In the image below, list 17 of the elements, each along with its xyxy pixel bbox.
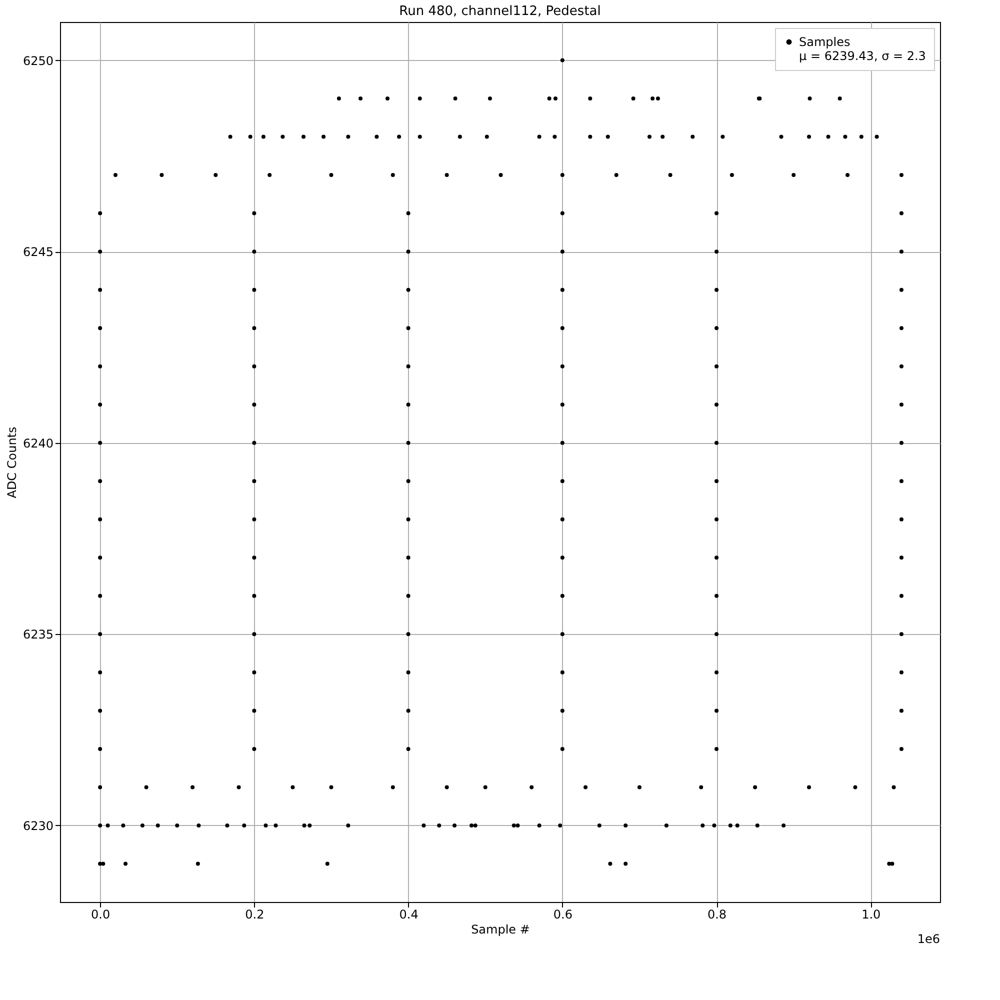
y-axis-title: ADC Counts bbox=[4, 426, 19, 498]
x-tick-label: 0.4 bbox=[399, 908, 418, 922]
x-tick-label: 1.0 bbox=[862, 908, 881, 922]
x-tick-label: 0.0 bbox=[91, 908, 110, 922]
x-tick-label: 0.8 bbox=[707, 908, 727, 922]
y-tick-label: 6240 bbox=[22, 436, 54, 450]
annotation: μ = 6239.43, σ = 2.3 bbox=[799, 49, 926, 63]
y-tick-label: 6235 bbox=[22, 628, 54, 642]
legend-label: Samples bbox=[799, 35, 850, 49]
x-axis-title: Sample # bbox=[471, 922, 530, 936]
x-tick-label: 0.6 bbox=[553, 908, 572, 922]
y-tick-label: 6250 bbox=[22, 54, 54, 68]
x-tick-label: 0.2 bbox=[245, 908, 264, 922]
chart-title: Run 480, channel112, Pedestal bbox=[399, 4, 601, 19]
text: 1e6 bbox=[917, 932, 940, 946]
y-tick-label: 6230 bbox=[22, 818, 54, 833]
y-tick-label: 6245 bbox=[22, 245, 54, 260]
